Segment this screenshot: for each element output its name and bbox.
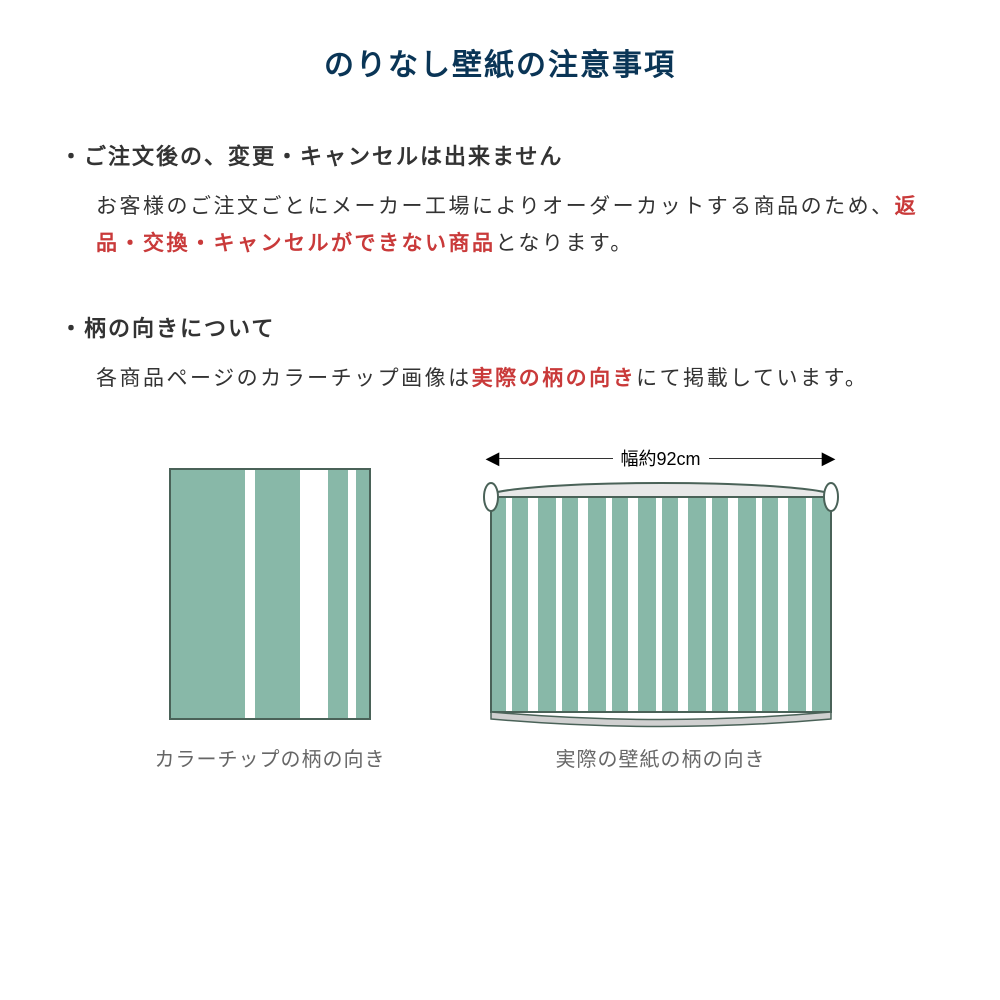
chip-illustration [160,459,380,729]
width-label: 幅約92cm [613,445,709,471]
chip-caption: カラーチップの柄の向き [155,743,386,772]
pattern-body: 各商品ページのカラーチップ画像は実際の柄の向きにて掲載しています。 [96,361,940,398]
pattern-body-before: 各商品ページのカラーチップ画像は [96,367,472,390]
arrow-left-icon: ◀ [486,448,500,469]
arrow-right-icon: ▶ [822,448,836,469]
pattern-body-highlight: 実際の柄の向き [472,367,637,390]
pattern-body-after: にて掲載しています。 [636,367,868,390]
width-indicator: ◀ 幅約92cm ▶ [486,445,836,471]
cancel-body: お客様のご注文ごとにメーカー工場によりオーダーカットする商品のため、返品・交換・… [96,189,940,263]
pattern-heading: ・柄の向きについて [60,311,940,343]
roll-diagram: ◀ 幅約92cm ▶ [476,445,846,772]
page-title: のりなし壁紙の注意事項 [60,40,940,84]
cancel-heading: ・ご注文後の、変更・キャンセルは出来ません [60,139,940,171]
cancel-body-before: お客様のご注文ごとにメーカー工場によりオーダーカットする商品のため、 [96,195,895,218]
chip-diagram: カラーチップの柄の向き [155,459,386,772]
section-cancel: ・ご注文後の、変更・キャンセルは出来ません お客様のご注文ごとにメーカー工場によ… [60,139,940,263]
roll-caption: 実際の壁紙の柄の向き [556,743,766,772]
section-pattern: ・柄の向きについて 各商品ページのカラーチップ画像は実際の柄の向きにて掲載してい… [60,311,940,398]
roll-illustration [476,479,846,729]
diagrams-row: カラーチップの柄の向き ◀ 幅約92cm ▶ [60,445,940,772]
cancel-body-after: となります。 [496,232,634,255]
